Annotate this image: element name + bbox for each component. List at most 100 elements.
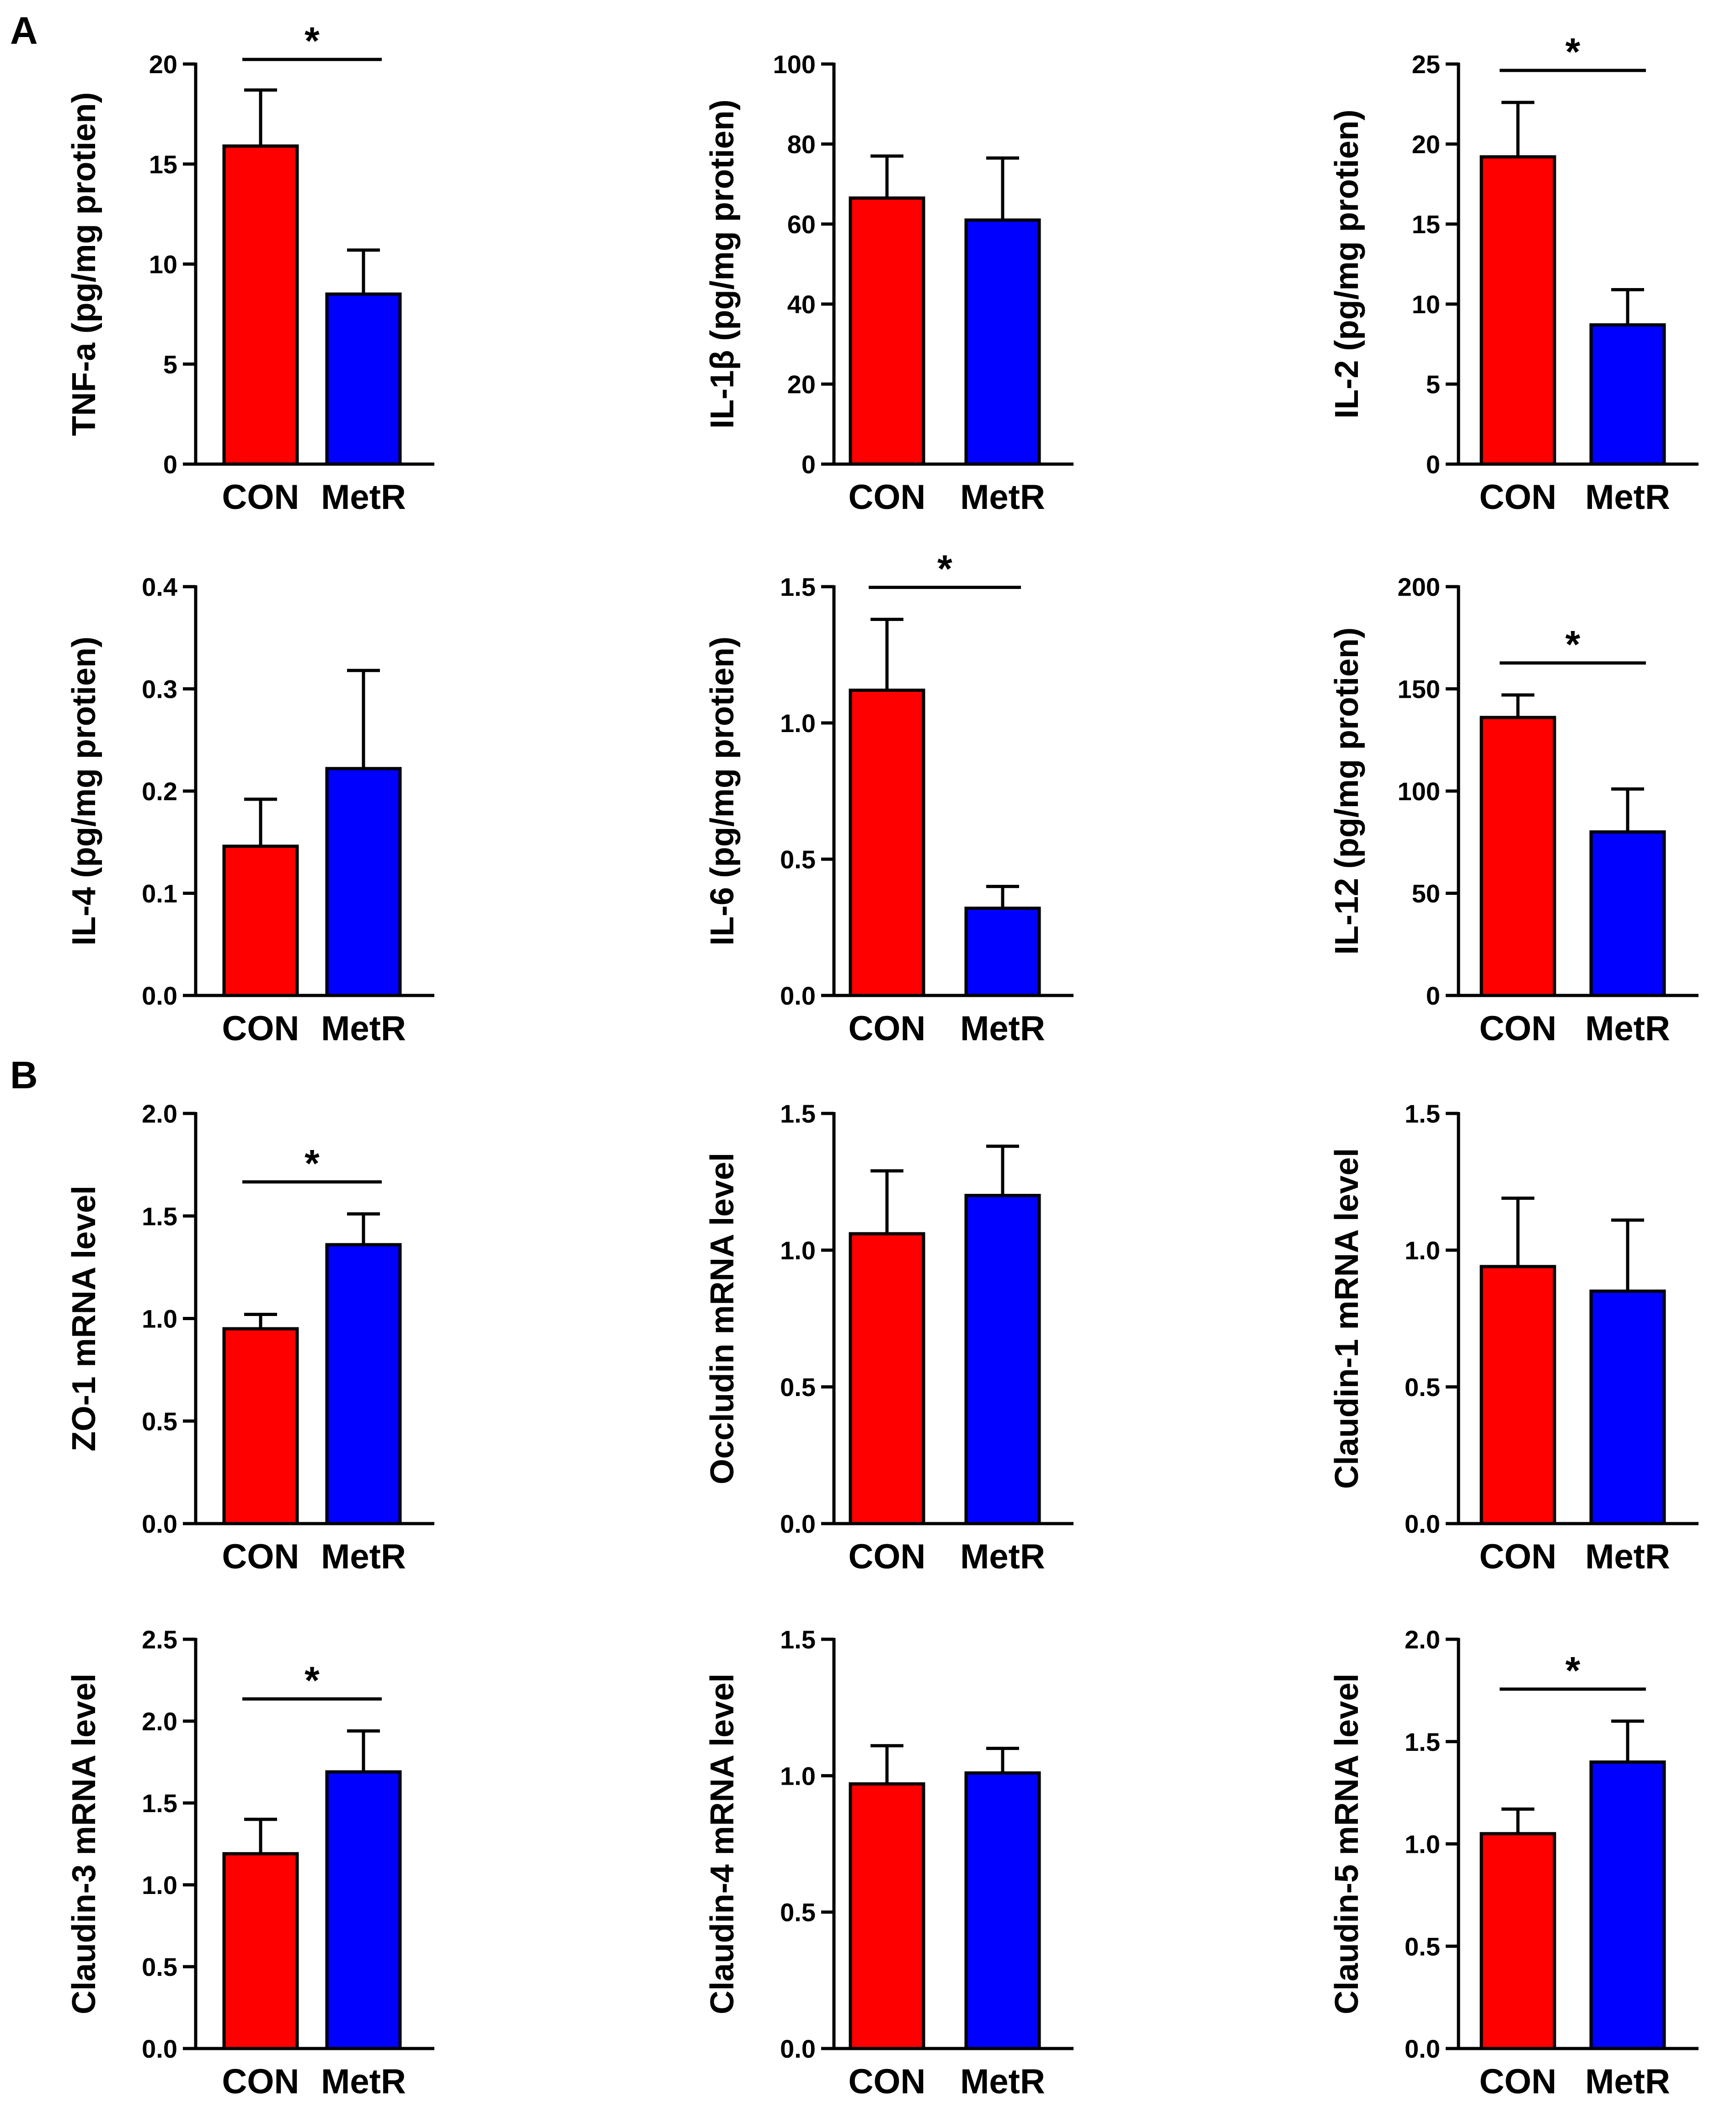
y-tick-label: 0.4 [142,572,177,601]
bar-con [1480,716,1556,997]
significance-star: * [304,1658,320,1701]
x-tick-label: MetR [960,1537,1045,1576]
y-tick-label: 0.5 [780,1898,816,1927]
y-tick-label: 2.0 [142,1099,177,1128]
y-tick-label: 50 [1412,879,1440,908]
bar-metr [964,906,1041,997]
x-tick-label: MetR [321,2062,406,2101]
x-tick-label: MetR [1585,2062,1670,2101]
bar-con [222,144,299,466]
bar-con [222,845,299,997]
y-tick-label: 5 [1426,370,1440,399]
x-tick-label: MetR [321,1537,406,1576]
chart-panel: CON MetR 0 5 10 15 20 TNF-a (pg/mg protien) * [66,19,434,517]
y-axis-title: IL-12 (pg/mg protien) [1329,627,1365,955]
y-axis-title: TNF-a (pg/mg protien) [66,92,102,436]
y-axis-title: IL-1β (pg/mg protien) [704,100,741,429]
y-tick-label: 1.5 [142,1789,177,1818]
y-axis-title: IL-4 (pg/mg protien) [66,637,102,946]
x-tick-label: CON [222,1009,299,1048]
y-tick-label: 150 [1398,675,1440,704]
bar-metr [964,1193,1041,1525]
y-tick-label: 10 [149,250,177,279]
y-tick-label: 1.0 [1405,1236,1440,1265]
y-tick-label: 0.1 [142,879,177,908]
x-tick-label: CON [222,478,299,517]
bar-con [1480,1832,1556,2050]
bar-metr [964,218,1041,466]
y-tick-label: 20 [149,50,177,79]
bar-metr [325,767,402,997]
x-tick-label: CON [222,1537,299,1576]
x-tick-label: CON [1480,1537,1557,1576]
y-tick-label: 0.0 [780,1509,816,1538]
y-tick-label: 0.0 [1405,1509,1440,1538]
significance-star: * [304,19,320,62]
y-tick-label: 0 [163,450,177,479]
x-tick-label: CON [222,2062,299,2101]
chart-panel: CON MetR 0.0 0.5 1.0 1.5 IL-6 (pg/mg protien) * [704,547,1074,1048]
chart-panel: CON MetR 0.0 0.5 1.0 1.5 Claudin-4 mRNA level [704,1625,1074,2101]
y-tick-label: 15 [149,150,177,179]
y-axis-title: Claudin-3 mRNA level [66,1674,102,2015]
chart-panel: CON MetR 0.0 0.5 1.0 1.5 Claudin-1 mRNA level [1329,1099,1699,1576]
bar-metr [1589,1760,1666,2050]
y-tick-label: 1.0 [1405,1830,1440,1859]
y-axis-title: Claudin-1 mRNA level [1329,1148,1365,1489]
bar-metr [325,1243,402,1525]
x-tick-label: CON [1480,1009,1557,1048]
bar-con [1480,1265,1556,1525]
y-tick-label: 2.0 [142,1707,177,1736]
y-tick-label: 0.5 [1405,1373,1440,1402]
y-tick-label: 60 [787,210,816,239]
y-tick-label: 0 [1426,981,1440,1010]
chart-panel: CON MetR 0.0 0.5 1.0 1.5 2.0 2.5 Claudin-3 mRNA … [66,1625,434,2101]
y-tick-label: 0.0 [780,981,816,1010]
chart-panel: CON MetR 0 5 10 15 20 25 IL-2 (pg/mg protien) * [1329,30,1699,517]
bar-metr [1589,830,1666,997]
x-tick-label: CON [1480,2062,1557,2101]
bar-con [849,688,925,997]
x-tick-label: MetR [321,478,406,517]
bar-con [1480,155,1556,466]
y-tick-label: 80 [787,130,816,159]
y-tick-label: 0.0 [142,1509,177,1538]
chart-panel: CON MetR 0.0 0.5 1.0 1.5 Occludin mRNA level [704,1099,1074,1576]
x-tick-label: CON [849,1537,926,1576]
panel-label-b: B [10,1054,38,1097]
y-tick-label: 5 [163,350,177,379]
bar-con [222,1852,299,2050]
x-tick-label: MetR [960,1009,1045,1048]
bar-metr [325,292,402,466]
y-tick-label: 0.0 [142,981,177,1010]
significance-star: * [1565,30,1581,73]
y-tick-label: 15 [1412,210,1440,239]
y-tick-label: 0.5 [1405,1932,1440,1961]
y-axis-title: IL-6 (pg/mg protien) [704,637,741,946]
y-tick-label: 100 [773,50,816,79]
y-tick-label: 1.0 [780,709,816,738]
x-tick-label: MetR [960,478,1045,517]
y-tick-label: 1.0 [780,1236,816,1265]
y-tick-label: 40 [787,290,816,319]
chart-panel: CON MetR 0.0 0.5 1.0 1.5 2.0 ZO-1 mRNA level * [66,1099,434,1576]
y-tick-label: 25 [1412,50,1440,79]
y-tick-label: 0.0 [780,2034,816,2063]
x-tick-label: CON [1480,478,1557,517]
bar-metr [1589,1289,1666,1525]
x-tick-label: MetR [960,2062,1045,2101]
y-tick-label: 0.3 [142,675,177,704]
chart-panel: CON MetR 0 20 40 60 80 100 IL-1β (pg/mg protien) [704,50,1074,517]
panel-label-a: A [10,9,38,52]
x-tick-label: CON [849,478,926,517]
bar-metr [964,1771,1041,2050]
y-tick-label: 0.5 [142,1953,177,1981]
y-axis-title: ZO-1 mRNA level [66,1186,102,1451]
x-tick-label: MetR [1585,1009,1670,1048]
significance-star: * [304,1142,320,1185]
y-tick-label: 20 [1412,130,1440,159]
x-tick-label: MetR [1585,1537,1670,1576]
significance-star: * [1565,1649,1581,1692]
x-tick-label: CON [849,1009,926,1048]
